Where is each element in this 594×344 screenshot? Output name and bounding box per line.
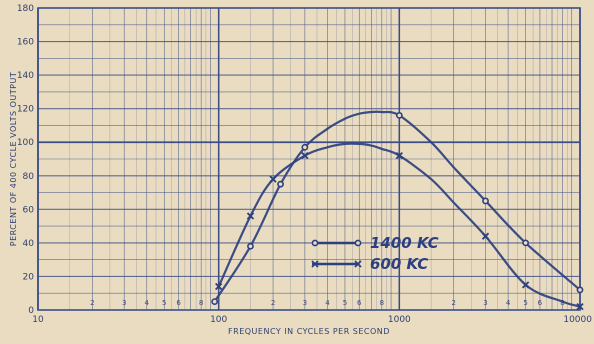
x-tick-label: 1000	[388, 315, 411, 325]
legend-marker	[311, 239, 319, 247]
axis-titles: FREQUENCY IN CYCLES PER SECOND PERCENT O…	[9, 72, 390, 336]
x-tick-label: 100	[210, 315, 227, 325]
legend-marker	[354, 239, 362, 247]
y-tick-label: 180	[17, 4, 34, 14]
x-minor-tick-label: 6	[176, 299, 181, 307]
y-tick-label: 40	[23, 239, 35, 249]
x-minor-tick-label: 8	[380, 299, 384, 307]
data-point	[395, 152, 403, 160]
x-marker-stroke	[215, 282, 223, 291]
x-minor-tick-label: 4	[325, 299, 330, 307]
y-tick-label: 160	[17, 38, 34, 48]
x-minor-tick-label: 2	[271, 299, 275, 307]
x-minor-tick-label: 5	[523, 299, 527, 307]
x-marker-stroke	[311, 260, 319, 268]
series-line-1	[217, 142, 582, 308]
y-tick-label: 80	[23, 172, 35, 182]
x-minor-tick-label: 2	[90, 299, 94, 307]
data-point	[522, 239, 530, 247]
x-axis-label: FREQUENCY IN CYCLES PER SECOND	[228, 327, 390, 336]
data-point	[246, 212, 255, 220]
x-minor-tick-label: 3	[122, 299, 126, 307]
x-minor-tick-label: 5	[343, 299, 347, 307]
series-line-0	[213, 110, 582, 303]
data-point	[277, 180, 284, 188]
x-minor-tick-label: 2	[451, 299, 455, 307]
y-tick-label: 140	[17, 71, 34, 81]
x-minor-tick-label: 8	[560, 299, 564, 307]
x-marker-stroke	[395, 152, 403, 160]
legend-marker	[354, 260, 362, 268]
y-tick-label: 0	[28, 306, 34, 316]
x-minor-tick-label: 6	[538, 299, 543, 307]
data-point	[576, 303, 584, 311]
data-point	[395, 111, 403, 119]
y-tick-label: 120	[17, 105, 34, 115]
x-marker-stroke	[354, 260, 362, 268]
x-tick-label: 10	[32, 315, 44, 325]
x-minor-tick-label: 8	[199, 299, 203, 307]
x-minor-tick-label: 3	[303, 299, 307, 307]
series-layer	[211, 110, 584, 311]
data-point	[269, 175, 277, 183]
tick-labels: 0 20 40 60 80 100 120 140 160 180 10 100 1000 10000 2 3…	[17, 4, 592, 325]
x-marker-stroke	[481, 232, 490, 240]
x-minor-tick-label: 4	[506, 299, 511, 307]
y-tick-label: 100	[17, 138, 34, 148]
x-minor-tick-label: 6	[357, 299, 362, 307]
x-tick-label: 10000	[563, 315, 592, 325]
legend-label: 1400 KC	[370, 234, 439, 252]
y-axis-label: PERCENT OF 400 CYCLE VOLTS OUTPUT	[9, 72, 18, 246]
minor-grid	[37, 7, 580, 311]
x-marker-stroke	[301, 152, 309, 160]
data-point	[247, 242, 254, 250]
y-tick-label: 20	[23, 272, 35, 282]
x-marker-stroke	[269, 175, 277, 183]
data-point	[215, 282, 223, 291]
legend-marker	[311, 260, 319, 268]
data-point	[301, 152, 309, 160]
x-minor-tick-label: 5	[162, 299, 166, 307]
legend: 1400 KC 600 KC	[311, 234, 439, 273]
x-marker-stroke	[521, 281, 530, 289]
data-point	[482, 197, 489, 205]
y-tick-label: 60	[23, 205, 35, 215]
data-point	[521, 281, 530, 289]
x-marker-stroke	[576, 303, 584, 311]
data-point	[576, 286, 584, 294]
data-point	[481, 232, 490, 240]
x-minor-tick-label: 3	[483, 299, 487, 307]
data-point	[211, 298, 219, 306]
legend-label: 600 KC	[370, 255, 428, 273]
data-point	[301, 143, 309, 151]
x-marker-stroke	[246, 212, 255, 220]
x-minor-tick-label: 4	[145, 299, 150, 307]
